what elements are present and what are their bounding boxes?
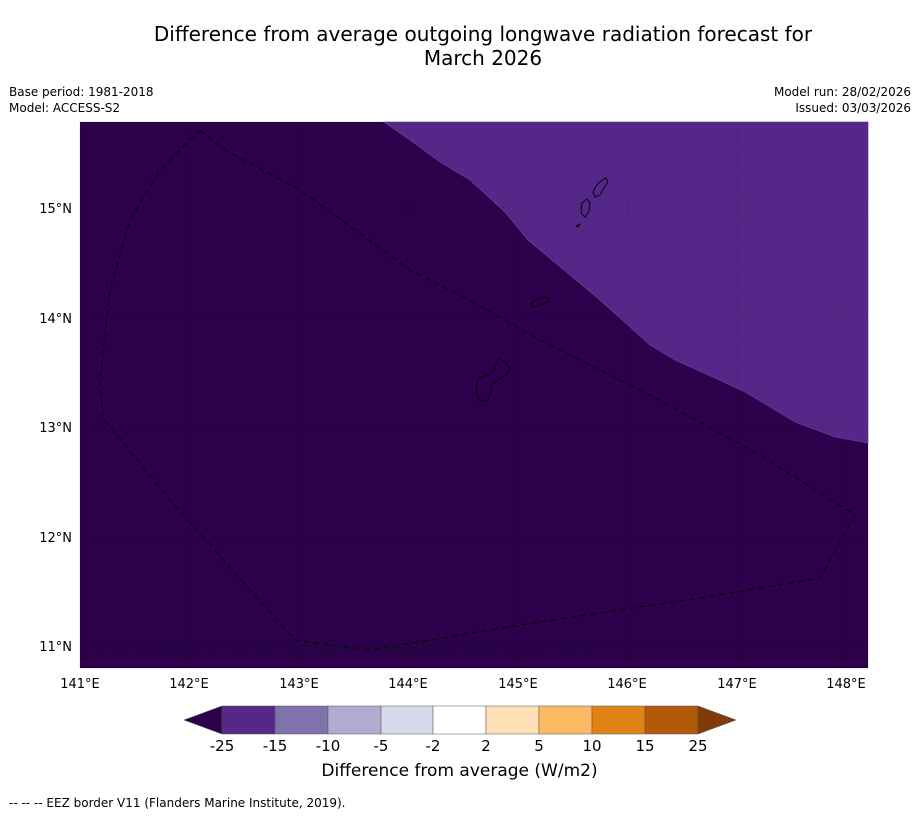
colorbar-extend-low (183, 705, 223, 735)
lat-tick-15: 15°N (39, 202, 72, 217)
copyright-notice: © Commonwealth of Australia 2026, Bureau… (93, 641, 599, 655)
colorbar-swatch-7 (538, 705, 593, 735)
colorbar-label-6: 2 (481, 737, 491, 755)
lat-tick-12: 12°N (39, 531, 72, 546)
graticule (80, 122, 868, 668)
colorbar-label-10: 25 (688, 737, 708, 755)
colorbar (183, 705, 737, 735)
lon-tick-148: 148°E (826, 677, 866, 692)
island-guam (475, 357, 511, 402)
model-run: Model run: 28/02/2026 (773, 85, 911, 99)
issued-date: Issued: 03/03/2026 (795, 101, 911, 115)
island-tinian (580, 198, 591, 218)
map-border (79, 121, 869, 669)
colorbar-swatch-4 (380, 705, 434, 735)
meta-left: Base period: 1981-2018 Model: ACCESS-S2 (9, 84, 154, 116)
colorbar-swatch-1 (221, 705, 276, 735)
island-rota (530, 296, 550, 308)
lon-tick-145: 145°E (498, 677, 538, 692)
colorbar-extend-high (697, 705, 737, 735)
island-saipan (592, 177, 609, 198)
lon-tick-146: 146°E (607, 677, 647, 692)
lat-tick-14: 14°N (39, 312, 72, 327)
base-period: Base period: 1981-2018 (9, 85, 154, 99)
colorbar-swatch-6 (485, 705, 540, 735)
eez-border (99, 129, 856, 651)
island-aguijan (574, 222, 582, 228)
lon-tick-143: 143°E (279, 677, 319, 692)
colorbar-label-1: -25 (209, 737, 235, 755)
colorbar-label-5: -2 (425, 737, 441, 755)
lat-tick-13: 13°N (39, 421, 72, 436)
colorbar-swatch-3 (327, 705, 382, 735)
colorbar-label-4: -5 (373, 737, 389, 755)
meta-right: Model run: 28/02/2026 Issued: 03/03/2026 (774, 84, 911, 116)
islands (475, 177, 609, 402)
lon-axis: 141°E 142°E 143°E 144°E 145°E 146°E 147°… (60, 677, 866, 692)
colorbar-label-9: 15 (635, 737, 655, 755)
colorbar-label-7: 5 (534, 737, 544, 755)
map-panel (79, 121, 869, 669)
lon-tick-144: 144°E (388, 677, 428, 692)
model-name: Model: ACCESS-S2 (9, 101, 121, 115)
lon-tick-147: 147°E (717, 677, 757, 692)
colorbar-label-3: -10 (315, 737, 341, 755)
eez-footnote: -- -- -- EEZ border V11 (Flanders Marine… (9, 796, 346, 810)
anomaly-band-minus25-minus15 (383, 121, 869, 444)
colorbar-swatch-9 (644, 705, 699, 735)
colorbar-label-8: 10 (582, 737, 602, 755)
lon-tick-141: 141°E (60, 677, 100, 692)
title-line-2: March 2026 (423, 46, 543, 70)
colorbar-swatch-2 (274, 705, 329, 735)
colorbar-swatch-8 (591, 705, 646, 735)
colorbar-swatch-5 (432, 705, 487, 735)
lon-tick-142: 142°E (169, 677, 209, 692)
lat-tick-11: 11°N (39, 640, 72, 655)
lat-axis: 15°N 14°N 13°N 12°N 11°N (39, 202, 72, 655)
title-line-1: Difference from average outgoing longwav… (153, 22, 813, 46)
colorbar-title: Difference from average (W/m2) (321, 761, 598, 781)
colorbar-label-2: -15 (262, 737, 288, 755)
chart-title: Difference from average outgoing longwav… (0, 22, 919, 70)
